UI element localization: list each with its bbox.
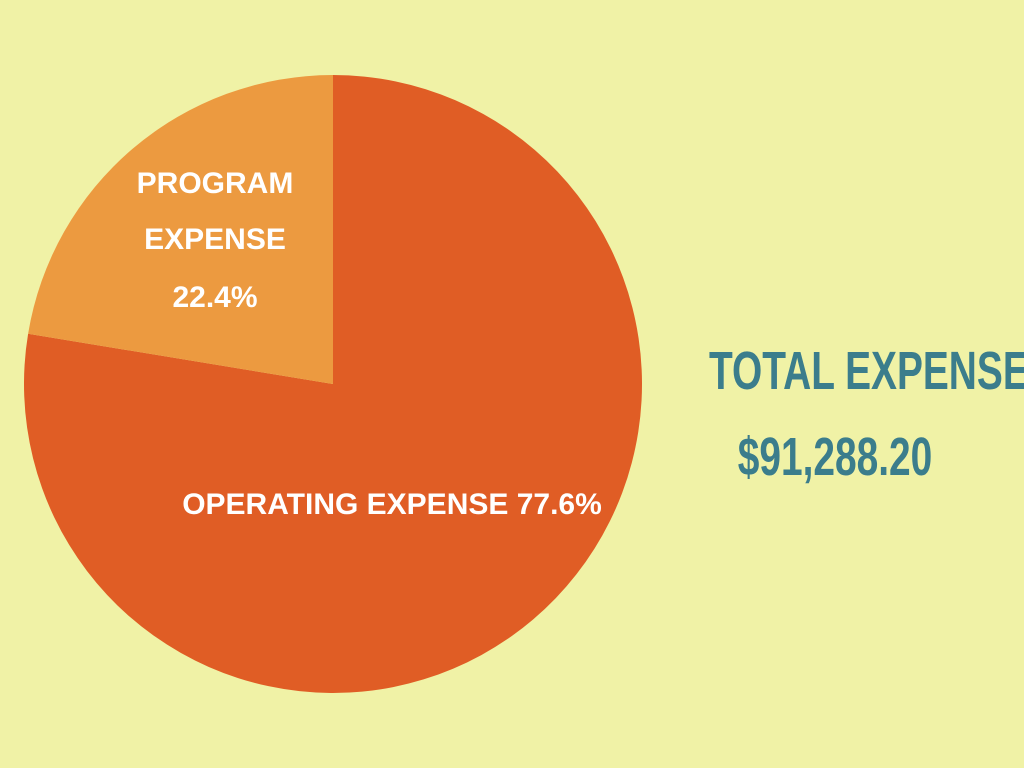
total-expense-label: TOTAL EXPENSE:	[709, 341, 1024, 401]
total-expense-block: TOTAL EXPENSE: $91,288.20	[660, 328, 1024, 500]
slice-label-program-line2: EXPENSE	[144, 223, 286, 256]
pie-labels: PROGRAM EXPENSE 22.4% OPERATING EXPENSE …	[137, 167, 602, 521]
slice-label-operating: OPERATING EXPENSE 77.6%	[182, 488, 602, 521]
total-expense-amount: $91,288.20	[737, 427, 933, 487]
pie-slices	[24, 75, 642, 693]
slice-label-program-line1: PROGRAM	[137, 167, 294, 200]
pie-slice-operating-expense	[24, 75, 642, 693]
slice-label-program-value: 22.4%	[172, 281, 257, 314]
pie-slice-program-expense	[28, 75, 333, 384]
